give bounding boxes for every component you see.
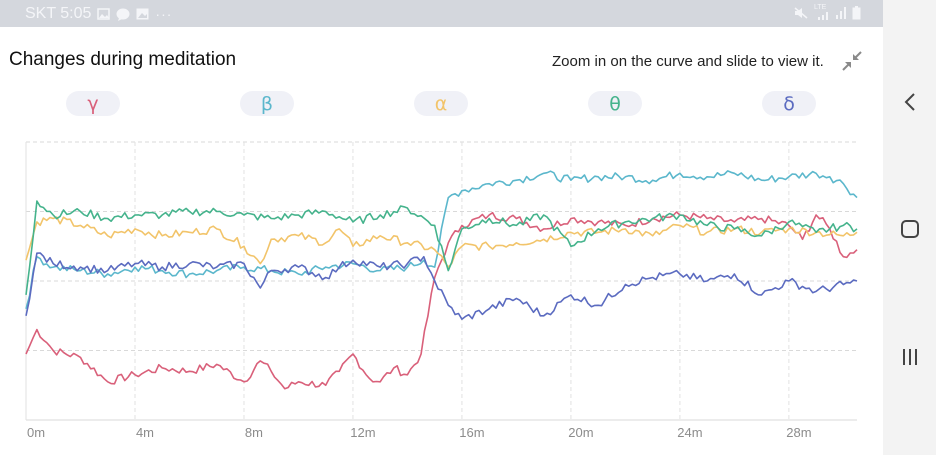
- tab-label: γ: [87, 92, 99, 115]
- image-icon: [97, 8, 111, 20]
- page-title: Changes during meditation: [9, 49, 237, 70]
- main-panel: Changes during meditation Zoom in on the…: [0, 27, 883, 455]
- status-time: SKT 5:05: [25, 5, 92, 22]
- tab-label: β: [260, 92, 274, 115]
- lte-signal-icon: LTE: [814, 4, 830, 20]
- tab-label: δ: [783, 92, 795, 115]
- tab-theta[interactable]: θ: [588, 91, 642, 116]
- signal-icon: [836, 7, 846, 19]
- series-line-5: [25, 252, 858, 320]
- x-tick-label: 20m: [568, 425, 593, 440]
- x-tick-label: 24m: [677, 425, 702, 440]
- tab-beta[interactable]: β: [240, 91, 294, 116]
- mute-icon: [794, 7, 808, 19]
- tab-label: θ: [609, 92, 621, 115]
- series-line-2: [25, 170, 858, 310]
- recents-icon[interactable]: [898, 345, 922, 369]
- band-tabs: γ β α θ δ: [0, 91, 883, 117]
- x-tick-label: 8m: [245, 425, 263, 440]
- tab-delta[interactable]: δ: [762, 91, 816, 116]
- meditation-chart[interactable]: 0m 4m 8m 12m 16m 20m 24m 28m: [0, 132, 883, 455]
- status-bar: SKT 5:05 ··· LTE: [0, 0, 883, 27]
- tab-gamma[interactable]: γ: [66, 91, 120, 116]
- x-tick-label: 12m: [350, 425, 375, 440]
- tab-label: α: [434, 92, 448, 115]
- chat-icon: [116, 8, 130, 21]
- series-line-1: [25, 211, 858, 390]
- battery-icon: [852, 6, 861, 20]
- home-icon[interactable]: [898, 217, 922, 241]
- more-dots-icon: ···: [155, 6, 173, 22]
- back-icon[interactable]: [898, 90, 922, 114]
- x-tick-label: 28m: [786, 425, 811, 440]
- navigation-bar: [883, 0, 936, 455]
- x-tick-label: 0m: [27, 425, 45, 440]
- series-line-4: [25, 200, 858, 296]
- collapse-icon[interactable]: [841, 50, 863, 72]
- zoom-hint: Zoom in on the curve and slide to view i…: [552, 53, 824, 70]
- x-tick-label: 16m: [459, 425, 484, 440]
- tab-alpha[interactable]: α: [414, 91, 468, 116]
- x-tick-label: 4m: [136, 425, 154, 440]
- lte-label: LTE: [814, 4, 827, 11]
- gallery-icon: [136, 8, 149, 20]
